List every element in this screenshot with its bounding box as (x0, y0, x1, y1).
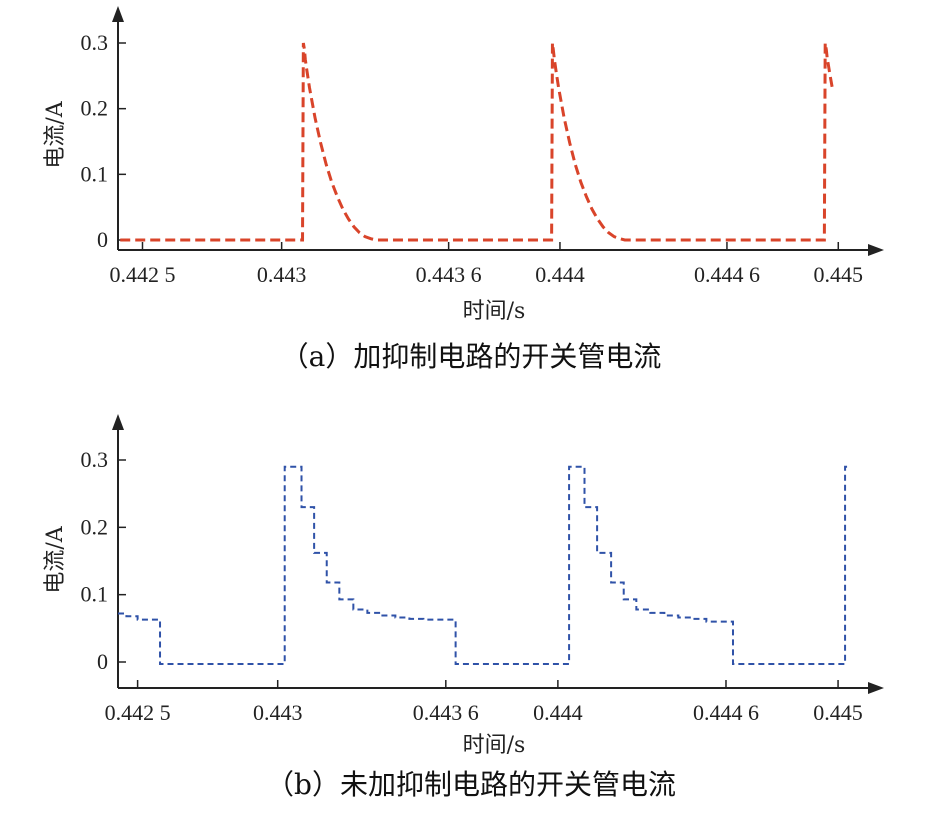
panel-b-current-without-snubber: 0.442 5 0.443 0.443 6 0.444 0.444 6 0.445 0 0.1… (43, 414, 884, 801)
x-tick-label: 0.443 6 (416, 262, 482, 287)
y-tick-label: 0.1 (81, 161, 109, 186)
current-series-line (120, 42, 835, 242)
y-tick-label: 0.1 (81, 582, 109, 607)
panel-a-current-with-snubber: 0.442 5 0.443 0.443 6 0.444 0.444 6 0.445 0 0.1… (43, 6, 884, 373)
y-axis-label: 电流/A (43, 100, 68, 168)
x-tick-label: 0.442 5 (109, 262, 175, 287)
x-tick-label: 0.442 5 (105, 700, 171, 725)
x-tick-label: 0.443 6 (413, 700, 479, 725)
x-tick-label: 0.445 (814, 262, 864, 287)
y-tick-label: 0 (97, 227, 108, 252)
panel-caption: （b）未加抑制电路的开关管电流 (266, 768, 676, 801)
x-tick-label: 0.445 (813, 700, 863, 725)
y-axis-arrow (112, 6, 124, 22)
x-tick-label: 0.444 (535, 262, 585, 287)
y-tick-label: 0 (97, 649, 108, 674)
x-axis-arrow (868, 682, 884, 694)
x-tick-label: 0.443 (253, 700, 303, 725)
x-tick-label: 0.444 6 (693, 700, 759, 725)
x-axis-label: 时间/s (463, 733, 526, 758)
x-axis-label: 时间/s (463, 299, 526, 324)
x-tick-label: 0.443 (257, 262, 307, 287)
x-axis-arrow (868, 244, 884, 256)
panel-caption: （a）加抑制电路的开关管电流 (281, 340, 662, 373)
y-axis-arrow (112, 414, 124, 430)
y-tick-label: 0.2 (81, 514, 109, 539)
y-tick-label: 0.3 (81, 447, 109, 472)
x-tick-label: 0.444 6 (694, 262, 760, 287)
current-series-line (118, 465, 848, 666)
y-axis-label: 电流/A (43, 525, 68, 593)
y-tick-label: 0.2 (81, 96, 109, 121)
y-tick-label: 0.3 (81, 30, 109, 55)
x-tick-label: 0.444 (533, 700, 583, 725)
